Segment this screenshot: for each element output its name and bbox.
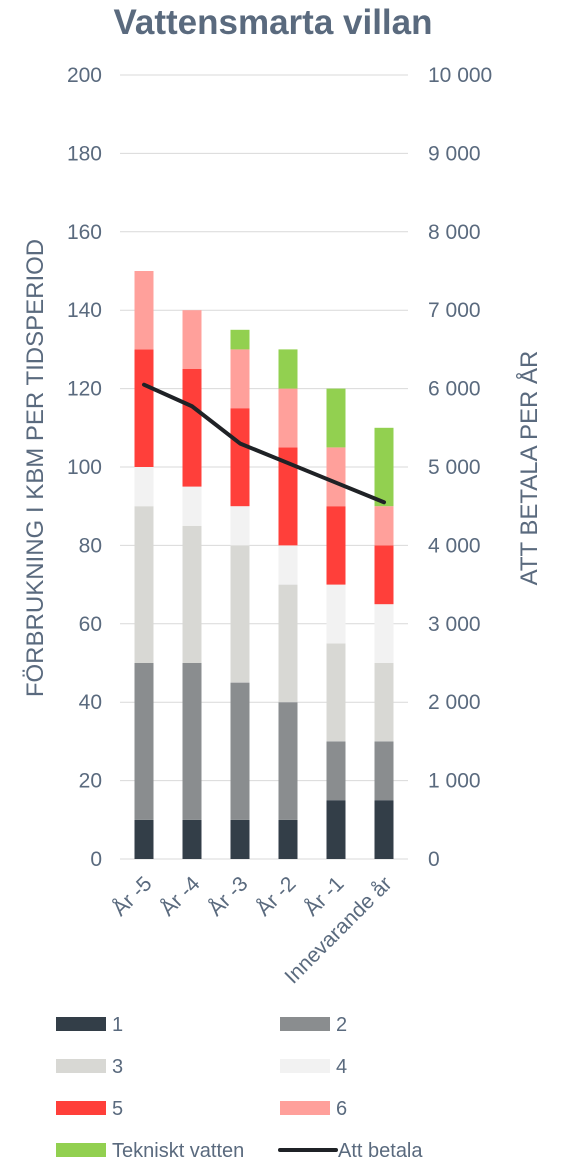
bar-segment bbox=[326, 584, 346, 644]
bar-segment bbox=[230, 819, 250, 859]
bar-segment bbox=[230, 682, 250, 820]
y2-tick-label: 3 000 bbox=[428, 613, 481, 636]
y2-tick-label: 9 000 bbox=[428, 142, 481, 165]
bar-segment bbox=[134, 819, 154, 859]
y-tick-label: 180 bbox=[67, 142, 102, 165]
bar-segment bbox=[374, 545, 394, 605]
x-tick-label: År -5 bbox=[108, 872, 156, 920]
legend-label: Att betala bbox=[338, 1140, 423, 1161]
bar-segment bbox=[230, 408, 250, 507]
bar-segment bbox=[278, 545, 298, 585]
y2-tick-label: 6 000 bbox=[428, 378, 481, 401]
legend-swatch bbox=[280, 1017, 330, 1031]
y-tick-label: 100 bbox=[67, 456, 102, 479]
legend-swatch bbox=[280, 1101, 330, 1115]
x-tick-label: År -4 bbox=[156, 872, 205, 921]
bar-segment bbox=[230, 506, 250, 546]
bar-segment bbox=[230, 329, 250, 350]
legend-swatch bbox=[56, 1101, 106, 1115]
bar-segment bbox=[374, 800, 394, 859]
legend-swatch bbox=[56, 1017, 106, 1031]
bar-segment bbox=[182, 310, 202, 369]
y2-tick-label: 5 000 bbox=[428, 456, 481, 479]
legend-swatch bbox=[280, 1059, 330, 1073]
y-tick-label: 120 bbox=[67, 378, 102, 401]
y-tick-label: 80 bbox=[79, 534, 102, 557]
bars bbox=[134, 271, 394, 859]
legend-label: 2 bbox=[336, 1014, 347, 1036]
bar-segment bbox=[182, 486, 202, 526]
y-tick-label: 60 bbox=[79, 613, 102, 636]
legend: 1 2 3 4 5 6 Tekniskt vatten Att betala bbox=[56, 1014, 423, 1161]
legend-swatch bbox=[56, 1143, 106, 1157]
y2-axis-title: ATT BETALA PER ÅR bbox=[515, 351, 543, 586]
legend-label: 6 bbox=[336, 1098, 347, 1120]
bar-segment bbox=[182, 525, 202, 663]
bar-segment bbox=[278, 447, 298, 546]
bar-segment bbox=[326, 447, 346, 507]
bar-segment bbox=[278, 584, 298, 703]
y-tick-label: 200 bbox=[67, 64, 102, 87]
y2-tick-label: 0 bbox=[428, 848, 440, 871]
legend-label: 5 bbox=[112, 1098, 123, 1120]
bar-segment bbox=[182, 369, 202, 487]
legend-swatch bbox=[56, 1059, 106, 1073]
y2-tick-label: 10 000 bbox=[428, 64, 492, 87]
bar-segment bbox=[374, 663, 394, 742]
y-tick-label: 0 bbox=[90, 848, 102, 871]
bar-segment bbox=[134, 349, 154, 467]
bar-segment bbox=[374, 427, 394, 507]
y-tick-label: 20 bbox=[79, 770, 102, 793]
bar-segment bbox=[278, 702, 298, 820]
bar-segment bbox=[230, 349, 250, 409]
bar-segment bbox=[326, 388, 346, 448]
bar-segment bbox=[230, 545, 250, 683]
bar-segment bbox=[182, 663, 202, 820]
bar-segment bbox=[134, 506, 154, 663]
bar-segment bbox=[326, 741, 346, 801]
bar-segment bbox=[182, 819, 202, 859]
bar-segment bbox=[134, 271, 154, 350]
bar-segment bbox=[134, 663, 154, 820]
y2-tick-label: 4 000 bbox=[428, 534, 481, 557]
line-series bbox=[142, 382, 386, 505]
legend-label: Tekniskt vatten bbox=[112, 1140, 244, 1161]
x-tick-label: År -2 bbox=[252, 872, 300, 920]
bar-segment bbox=[278, 388, 298, 448]
y-tick-label: 160 bbox=[67, 221, 102, 244]
legend-label: 4 bbox=[336, 1056, 347, 1078]
legend-label: 3 bbox=[112, 1056, 123, 1078]
legend-label: 1 bbox=[112, 1014, 123, 1036]
bar-segment bbox=[134, 467, 154, 507]
y2-tick-label: 2 000 bbox=[428, 691, 481, 714]
bar-segment bbox=[374, 604, 394, 663]
bar-segment bbox=[374, 741, 394, 801]
y2-tick-label: 8 000 bbox=[428, 221, 481, 244]
bar-segment bbox=[278, 349, 298, 389]
line-att-betala bbox=[142, 382, 386, 505]
bar-segment bbox=[374, 506, 394, 546]
y-tick-label: 40 bbox=[79, 691, 102, 714]
y2-axis-ticks: 0 1 000 2 000 3 000 4 000 5 000 6 000 7 000 8 00… bbox=[428, 64, 492, 871]
y2-tick-label: 7 000 bbox=[428, 299, 481, 322]
y-axis-ticks: 0 20 40 60 80 100 120 140 160 180 200 bbox=[67, 64, 102, 871]
chart-title: Vattensmarta villan bbox=[113, 3, 432, 42]
bar-segment bbox=[278, 819, 298, 859]
bar-segment bbox=[326, 643, 346, 742]
bar-segment bbox=[326, 506, 346, 585]
x-tick-label: År -3 bbox=[204, 872, 252, 920]
gridlines bbox=[120, 74, 408, 860]
y-tick-label: 140 bbox=[67, 299, 102, 322]
bar-segment bbox=[326, 800, 346, 859]
y-axis-title: FÖRBRUKNING I KBM PER TIDSPERIOD bbox=[22, 239, 49, 697]
y2-tick-label: 1 000 bbox=[428, 770, 481, 793]
